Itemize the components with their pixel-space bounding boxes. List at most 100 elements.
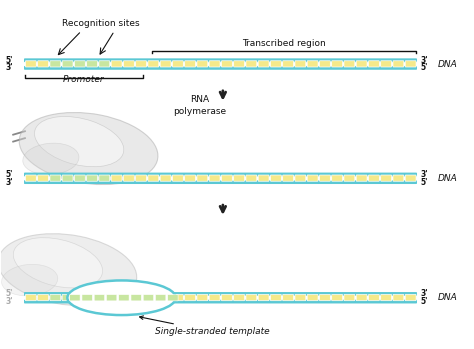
Text: 3': 3' bbox=[421, 170, 428, 179]
FancyBboxPatch shape bbox=[148, 175, 159, 181]
FancyBboxPatch shape bbox=[50, 175, 61, 181]
FancyBboxPatch shape bbox=[356, 61, 367, 67]
FancyBboxPatch shape bbox=[24, 180, 417, 184]
FancyBboxPatch shape bbox=[173, 295, 183, 301]
FancyBboxPatch shape bbox=[368, 295, 379, 301]
FancyBboxPatch shape bbox=[271, 175, 281, 181]
FancyBboxPatch shape bbox=[185, 175, 196, 181]
FancyBboxPatch shape bbox=[271, 61, 281, 67]
FancyBboxPatch shape bbox=[234, 175, 245, 181]
FancyBboxPatch shape bbox=[74, 61, 85, 67]
FancyBboxPatch shape bbox=[99, 175, 110, 181]
FancyBboxPatch shape bbox=[381, 61, 392, 67]
FancyBboxPatch shape bbox=[356, 175, 367, 181]
FancyBboxPatch shape bbox=[393, 295, 404, 301]
FancyBboxPatch shape bbox=[160, 295, 171, 301]
FancyBboxPatch shape bbox=[70, 295, 80, 301]
FancyBboxPatch shape bbox=[344, 295, 355, 301]
FancyBboxPatch shape bbox=[221, 61, 232, 67]
FancyBboxPatch shape bbox=[87, 61, 98, 67]
FancyBboxPatch shape bbox=[99, 295, 110, 301]
FancyBboxPatch shape bbox=[26, 295, 36, 301]
FancyBboxPatch shape bbox=[307, 295, 318, 301]
FancyBboxPatch shape bbox=[307, 175, 318, 181]
Ellipse shape bbox=[0, 234, 137, 306]
Ellipse shape bbox=[67, 281, 176, 315]
Ellipse shape bbox=[35, 117, 124, 167]
FancyBboxPatch shape bbox=[405, 175, 416, 181]
FancyBboxPatch shape bbox=[381, 175, 392, 181]
FancyBboxPatch shape bbox=[87, 295, 98, 301]
FancyBboxPatch shape bbox=[393, 175, 404, 181]
FancyBboxPatch shape bbox=[123, 295, 134, 301]
FancyBboxPatch shape bbox=[319, 175, 330, 181]
Text: 3': 3' bbox=[6, 297, 13, 306]
FancyBboxPatch shape bbox=[26, 61, 36, 67]
FancyBboxPatch shape bbox=[221, 295, 232, 301]
Ellipse shape bbox=[13, 238, 102, 288]
FancyBboxPatch shape bbox=[258, 295, 269, 301]
FancyBboxPatch shape bbox=[185, 61, 196, 67]
FancyBboxPatch shape bbox=[332, 61, 343, 67]
FancyBboxPatch shape bbox=[295, 175, 306, 181]
FancyBboxPatch shape bbox=[356, 295, 367, 301]
FancyBboxPatch shape bbox=[37, 61, 48, 67]
FancyBboxPatch shape bbox=[99, 61, 110, 67]
Text: DNA: DNA bbox=[438, 174, 457, 183]
FancyBboxPatch shape bbox=[50, 295, 61, 301]
FancyBboxPatch shape bbox=[131, 295, 141, 301]
FancyBboxPatch shape bbox=[283, 61, 293, 67]
FancyBboxPatch shape bbox=[295, 61, 306, 67]
FancyBboxPatch shape bbox=[24, 300, 417, 304]
FancyBboxPatch shape bbox=[405, 295, 416, 301]
Text: Promoter: Promoter bbox=[63, 75, 105, 84]
FancyBboxPatch shape bbox=[136, 295, 146, 301]
FancyBboxPatch shape bbox=[62, 61, 73, 67]
FancyBboxPatch shape bbox=[24, 292, 417, 296]
FancyBboxPatch shape bbox=[368, 175, 379, 181]
FancyBboxPatch shape bbox=[168, 295, 178, 301]
FancyBboxPatch shape bbox=[209, 295, 220, 301]
FancyBboxPatch shape bbox=[209, 61, 220, 67]
Ellipse shape bbox=[1, 264, 58, 296]
FancyBboxPatch shape bbox=[62, 175, 73, 181]
FancyBboxPatch shape bbox=[295, 295, 306, 301]
FancyBboxPatch shape bbox=[393, 61, 404, 67]
Text: DNA: DNA bbox=[438, 293, 457, 302]
FancyBboxPatch shape bbox=[111, 61, 122, 67]
FancyBboxPatch shape bbox=[136, 175, 146, 181]
FancyBboxPatch shape bbox=[197, 175, 208, 181]
FancyBboxPatch shape bbox=[307, 61, 318, 67]
FancyBboxPatch shape bbox=[155, 295, 166, 301]
FancyBboxPatch shape bbox=[234, 61, 245, 67]
FancyBboxPatch shape bbox=[271, 295, 281, 301]
Text: Recognition sites: Recognition sites bbox=[62, 18, 139, 28]
FancyBboxPatch shape bbox=[74, 175, 85, 181]
FancyBboxPatch shape bbox=[405, 61, 416, 67]
Text: 3': 3' bbox=[6, 178, 13, 187]
FancyBboxPatch shape bbox=[197, 295, 208, 301]
Text: 3': 3' bbox=[421, 289, 428, 298]
FancyBboxPatch shape bbox=[381, 295, 392, 301]
Text: 5': 5' bbox=[421, 64, 428, 72]
FancyBboxPatch shape bbox=[246, 295, 257, 301]
FancyBboxPatch shape bbox=[24, 173, 417, 176]
FancyBboxPatch shape bbox=[246, 61, 257, 67]
FancyBboxPatch shape bbox=[258, 175, 269, 181]
Text: 5': 5' bbox=[6, 170, 13, 179]
Text: 5': 5' bbox=[421, 178, 428, 187]
FancyBboxPatch shape bbox=[246, 175, 257, 181]
FancyBboxPatch shape bbox=[148, 295, 159, 301]
Text: DNA: DNA bbox=[438, 60, 457, 68]
FancyBboxPatch shape bbox=[123, 175, 134, 181]
FancyBboxPatch shape bbox=[197, 61, 208, 67]
FancyBboxPatch shape bbox=[209, 175, 220, 181]
Text: 3': 3' bbox=[6, 64, 13, 72]
FancyBboxPatch shape bbox=[221, 175, 232, 181]
Text: 5': 5' bbox=[6, 289, 13, 298]
FancyBboxPatch shape bbox=[160, 175, 171, 181]
FancyBboxPatch shape bbox=[234, 295, 245, 301]
FancyBboxPatch shape bbox=[24, 66, 417, 70]
FancyBboxPatch shape bbox=[118, 295, 129, 301]
FancyBboxPatch shape bbox=[111, 295, 122, 301]
